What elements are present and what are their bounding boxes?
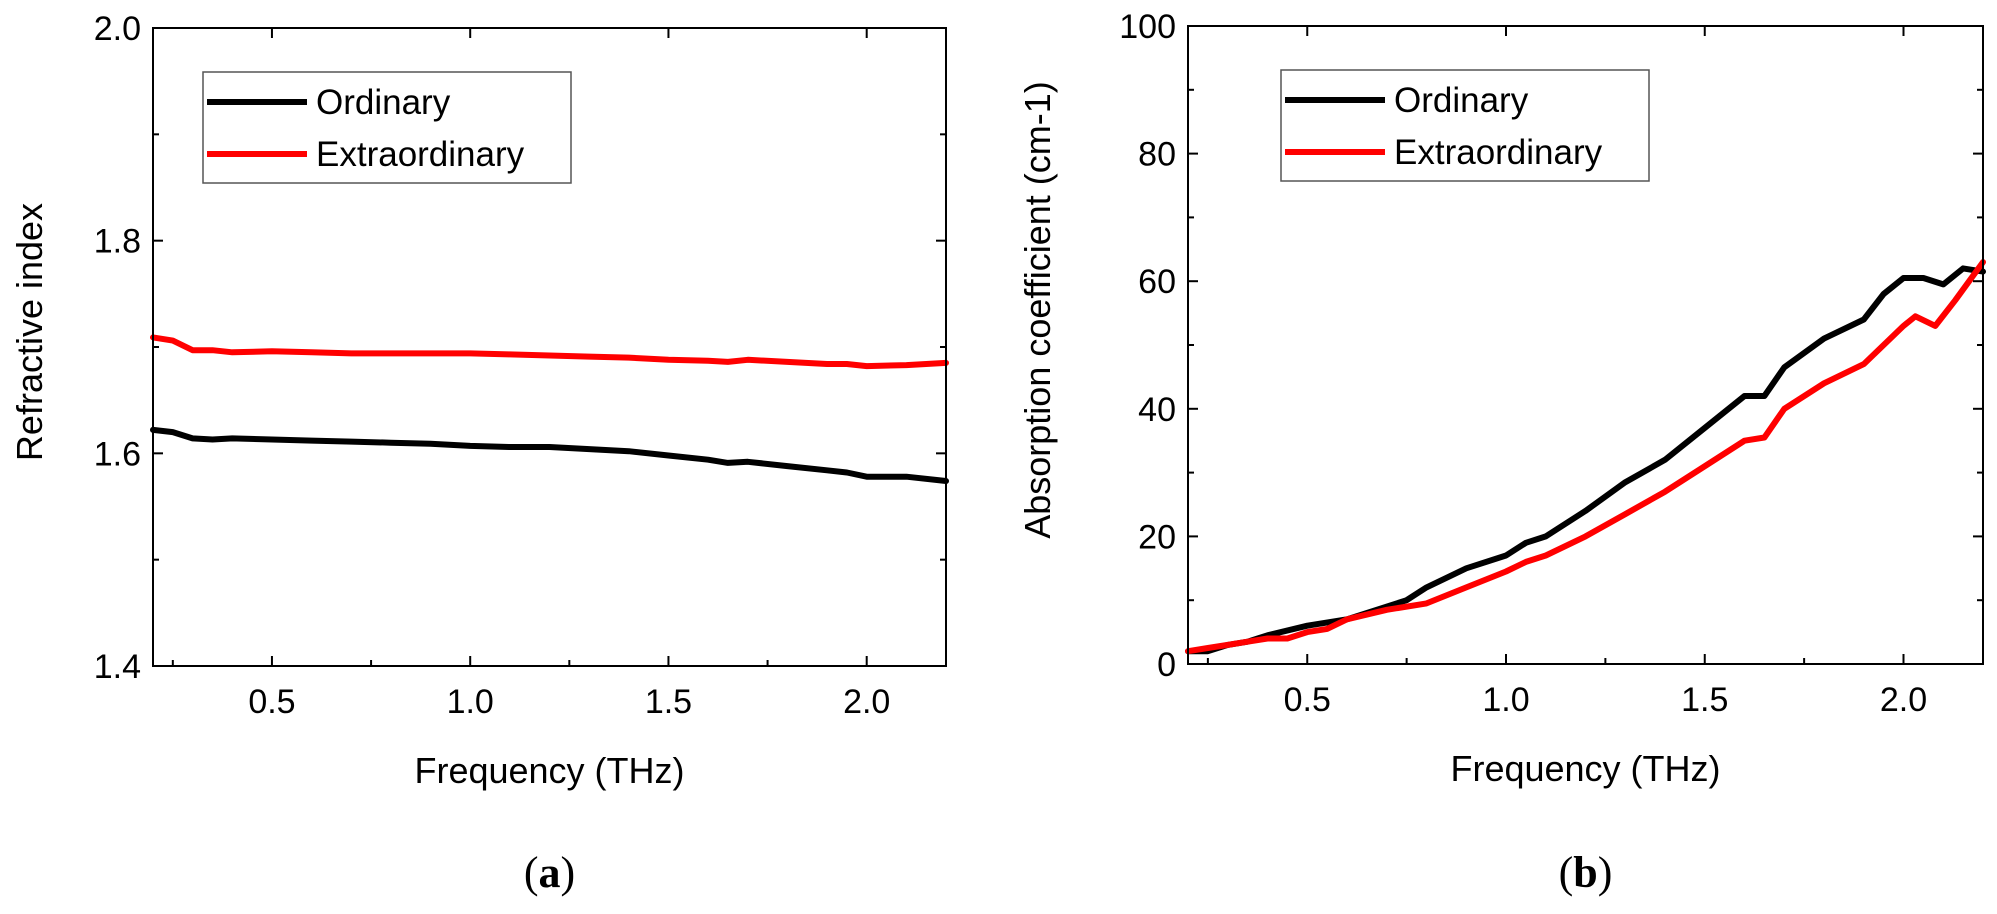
panel-label-close: ) xyxy=(1598,848,1613,897)
chart-panel-a: 0.5 1.0 1.5 2.0 1.4 1.6 1.8 2.0 Frequency (THz) R… xyxy=(9,10,949,897)
panel-label-open: ( xyxy=(524,848,539,897)
panel-label-letter: a xyxy=(539,848,561,897)
y-tick-label: 0 xyxy=(1157,646,1176,684)
x-tick-label: 1.5 xyxy=(645,683,692,721)
y-tick-label: 20 xyxy=(1138,518,1176,556)
y-axis-label: Absorption coefficient (cm-1) xyxy=(1017,81,1058,539)
chart-panel-b: 0.5 1.0 1.5 2.0 0 20 40 60 80 100 Frequency (THz) A… xyxy=(1017,8,1986,897)
x-tick-label: 1.0 xyxy=(1482,681,1529,719)
series-line-ordinary xyxy=(1185,265,1986,655)
legend-label-ordinary: Ordinary xyxy=(1394,81,1529,120)
x-tick-label: 0.5 xyxy=(1284,681,1331,719)
x-axis-label: Frequency (THz) xyxy=(414,750,684,791)
y-tick-label: 60 xyxy=(1138,263,1176,301)
legend-label-ordinary: Ordinary xyxy=(316,83,451,122)
legend-label-extraordinary: Extraordinary xyxy=(316,135,525,174)
series-line-extraordinary xyxy=(1185,259,1986,655)
y-tick-label: 1.4 xyxy=(94,648,141,686)
legend: Ordinary Extraordinary xyxy=(1280,69,1650,182)
panel-label: (a) xyxy=(524,848,575,897)
panel-label-open: ( xyxy=(1559,848,1574,897)
legend-box xyxy=(1280,69,1650,182)
y-tick-label: 100 xyxy=(1119,8,1176,46)
y-tick-label: 1.6 xyxy=(94,435,141,473)
x-axis-label: Frequency (THz) xyxy=(1450,748,1720,789)
x-tick-label: 2.0 xyxy=(843,683,890,721)
y-tick-label: 40 xyxy=(1138,391,1176,429)
y-tick-label: 1.8 xyxy=(94,223,141,261)
panel-label: (b) xyxy=(1559,848,1613,897)
x-tick-label: 2.0 xyxy=(1880,681,1927,719)
x-tick-label: 1.0 xyxy=(447,683,494,721)
panel-label-close: ) xyxy=(561,848,576,897)
legend-label-extraordinary: Extraordinary xyxy=(1394,133,1603,172)
y-tick-label: 2.0 xyxy=(94,10,141,48)
x-tick-label: 1.5 xyxy=(1681,681,1728,719)
panel-label-letter: b xyxy=(1573,848,1597,897)
series-line-extraordinary xyxy=(150,334,949,370)
legend: Ordinary Extraordinary xyxy=(202,71,572,184)
y-tick-label: 80 xyxy=(1138,136,1176,174)
y-axis-label: Refractive index xyxy=(9,203,50,461)
series-line-ordinary xyxy=(150,426,949,484)
legend-box xyxy=(202,71,572,184)
x-tick-label: 0.5 xyxy=(248,683,295,721)
